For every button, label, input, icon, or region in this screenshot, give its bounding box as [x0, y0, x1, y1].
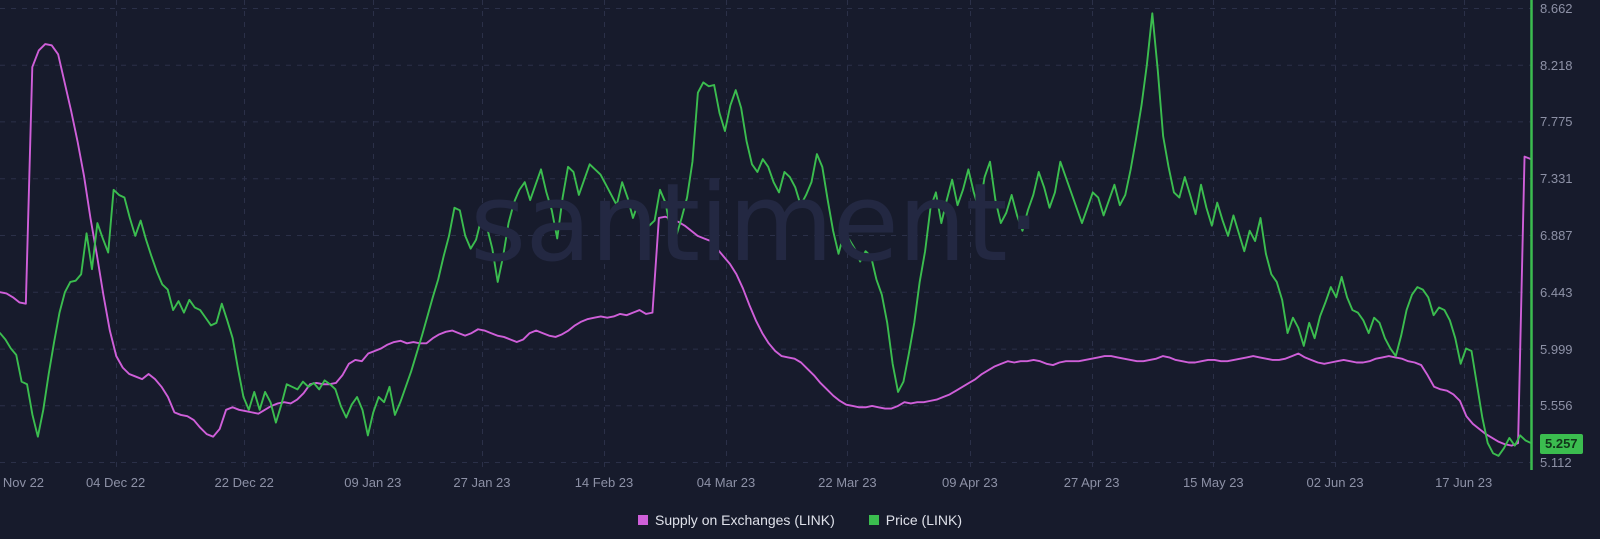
- legend-swatch-icon: [638, 514, 648, 525]
- x-axis-labels: 6 Nov 22 04 Dec 22 22 Dec 22 09 Jan 23 27 Ja…: [0, 470, 1600, 500]
- x-axis-tick-label: 22 Dec 22: [214, 475, 274, 490]
- grid-lines: [0, 0, 1531, 470]
- x-axis-tick-label: 6 Nov 22: [0, 475, 45, 490]
- legend-swatch-icon: [868, 514, 879, 525]
- x-axis-tick-label: 27 Apr 23: [1063, 475, 1120, 490]
- x-axis-tick-label: 14 Feb 23: [574, 475, 634, 490]
- legend-item-price[interactable]: Price (LINK): [868, 511, 962, 528]
- x-axis-tick-label: 09 Jan 23: [344, 475, 402, 490]
- chart-svg: [0, 0, 1533, 470]
- chart-plot-area[interactable]: santiment·: [0, 0, 1600, 470]
- x-axis-tick-label: 04 Mar 23: [696, 475, 756, 490]
- series-line-price: [0, 12, 1532, 457]
- legend-item-supply-on-exchanges[interactable]: Supply on Exchanges (LINK): [638, 512, 835, 528]
- x-axis-tick-label: 09 Apr 23: [942, 475, 998, 490]
- x-axis-tick-label: 22 Mar 23: [818, 475, 877, 490]
- x-axis-tick-label: 02 Jun 23: [1306, 475, 1364, 490]
- series-lines: [0, 12, 1532, 457]
- x-axis-tick-label: 04 Dec 22: [85, 475, 146, 490]
- chart-legend: Supply on Exchanges (LINK) Price (LINK): [0, 500, 1600, 539]
- x-axis-tick-label: 27 Jan 23: [453, 475, 511, 490]
- x-axis-tick-label: 17 Jun 23: [1435, 475, 1493, 490]
- legend-label: Supply on Exchanges (LINK): [655, 511, 835, 528]
- legend-label: Price (LINK): [885, 511, 962, 528]
- current-value-badge: 5.257: [1540, 434, 1583, 455]
- x-axis-tick-label: 15 May 23: [1182, 475, 1244, 490]
- series-line-supply-on-exchanges: [0, 43, 1532, 447]
